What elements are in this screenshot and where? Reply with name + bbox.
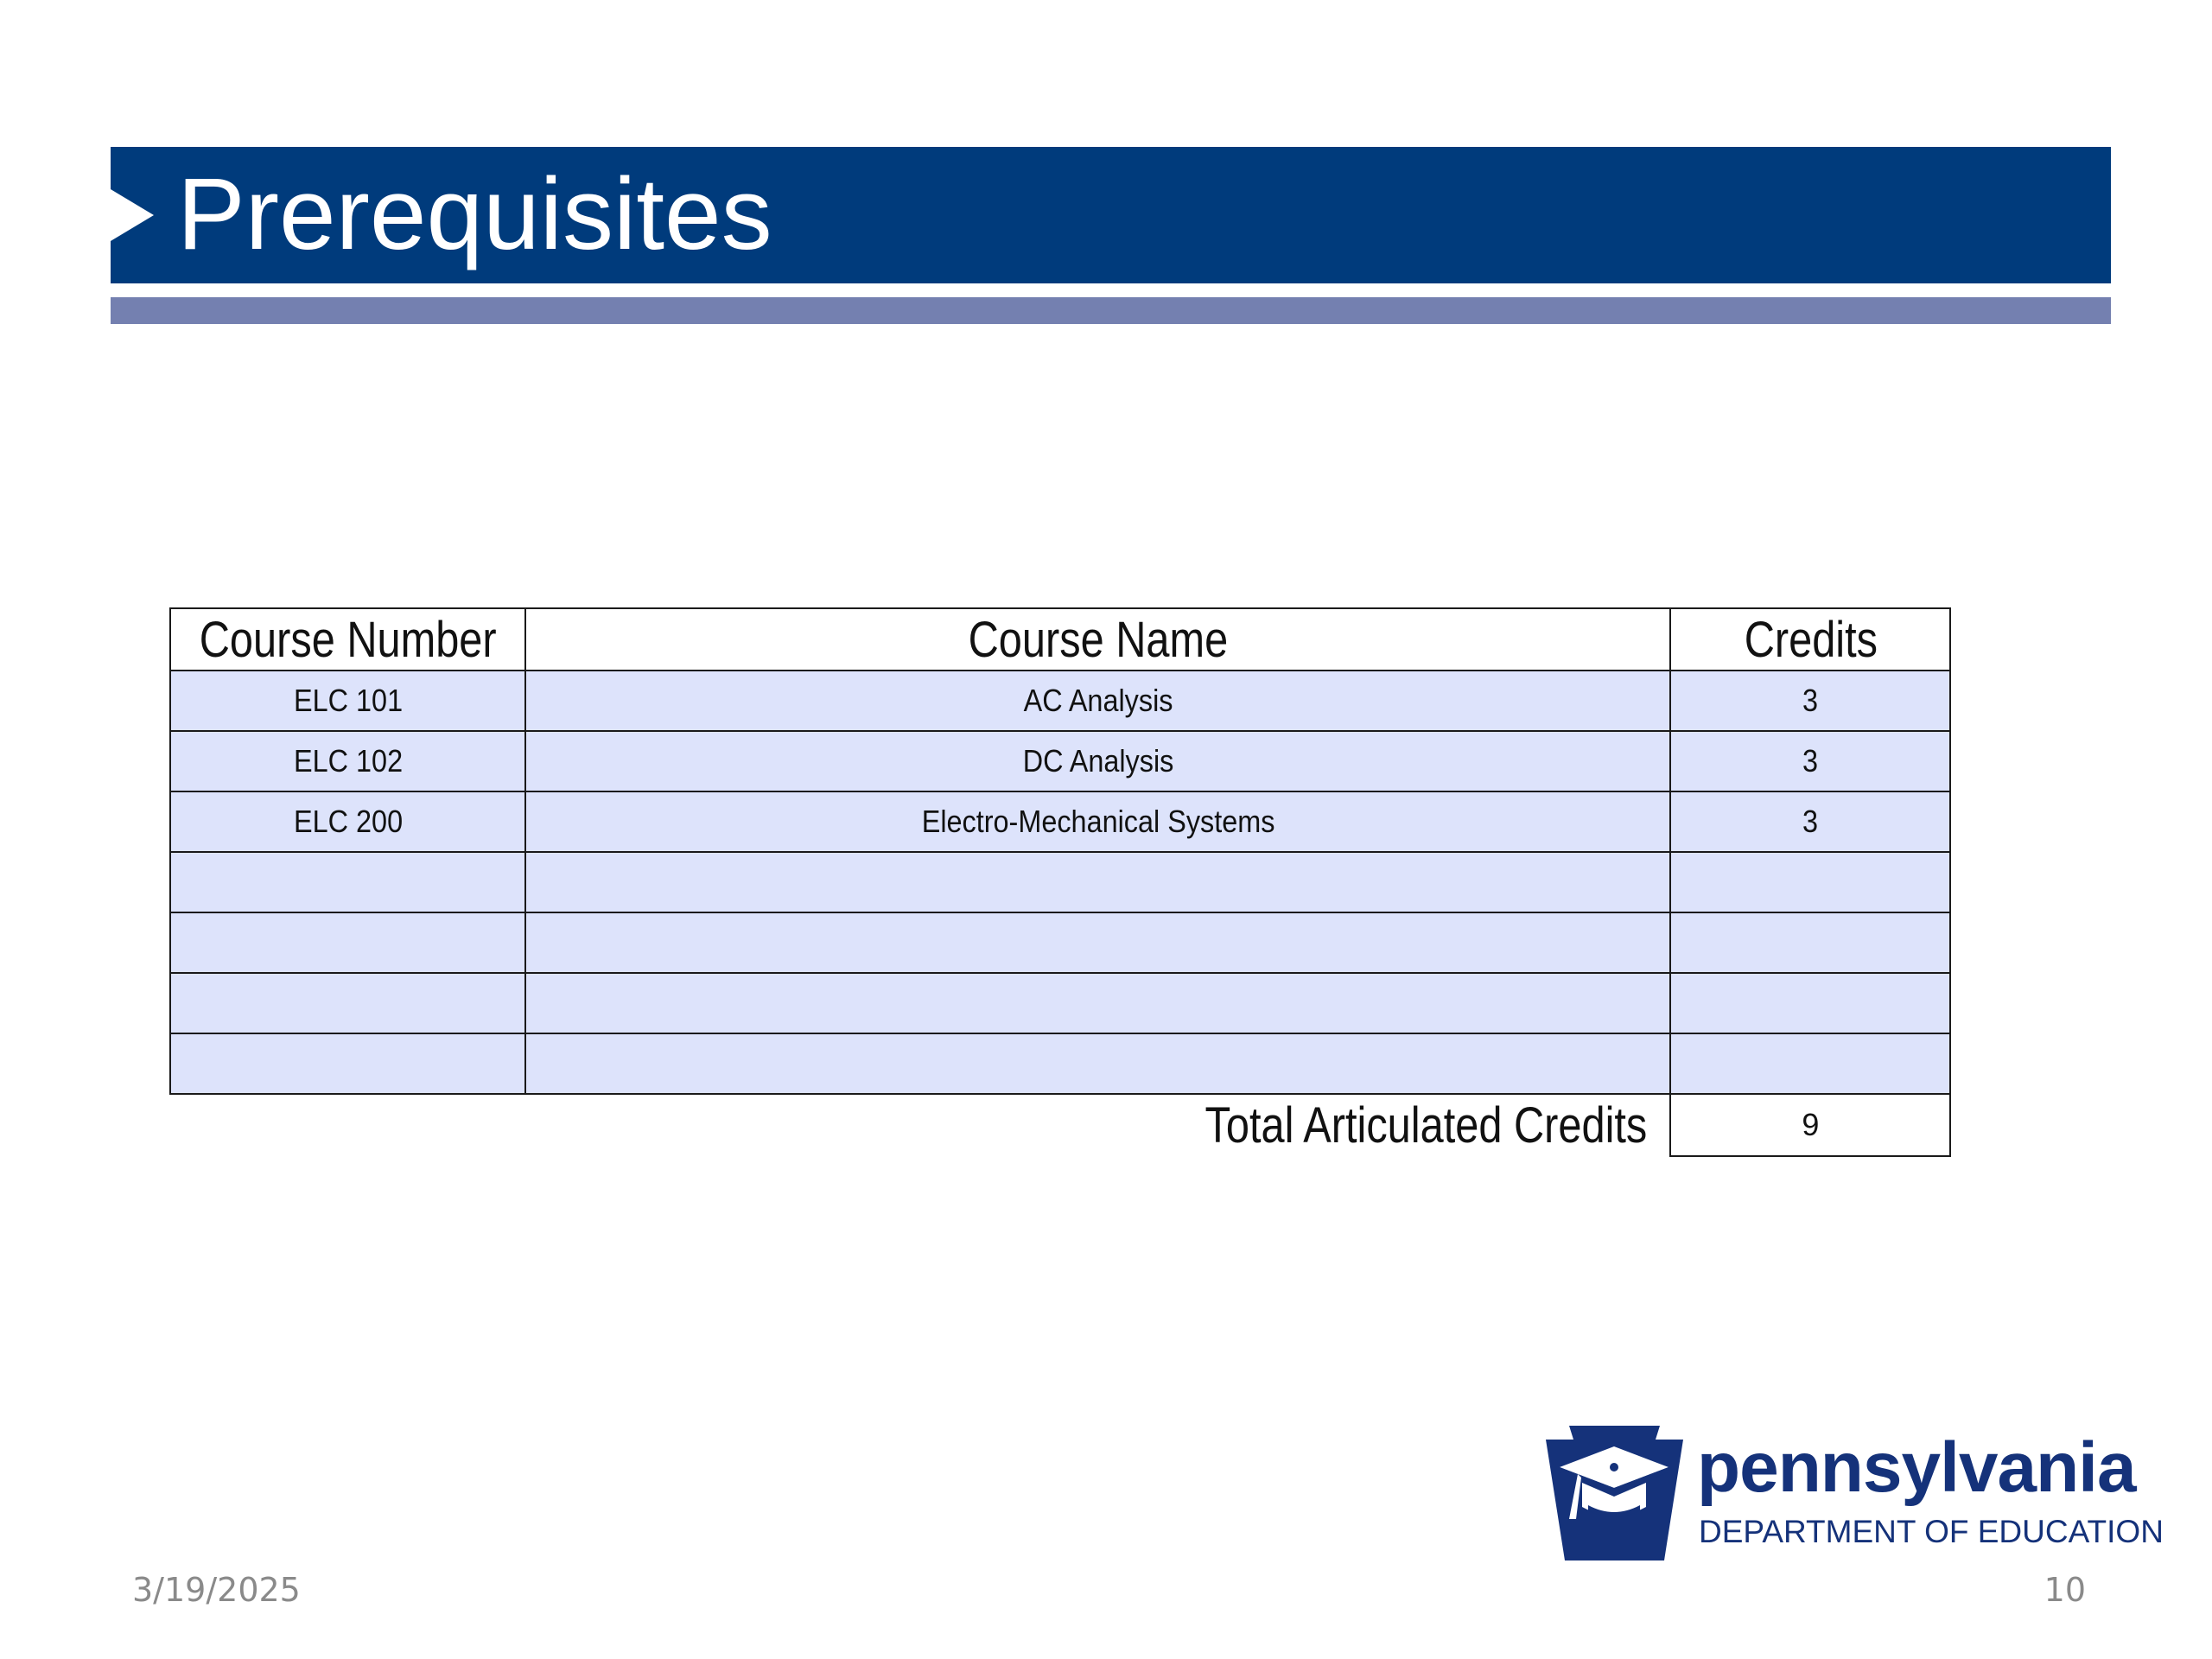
prerequisites-table: Course Number Course Name Credits ELC 10… xyxy=(168,607,1952,1157)
table-row xyxy=(168,972,1952,1034)
cell-course-name: AC Analysis xyxy=(524,670,1672,732)
cell-course-number xyxy=(168,912,527,974)
title-banner xyxy=(111,147,2111,283)
title-arrow-icon xyxy=(111,189,154,241)
accent-bar xyxy=(111,297,2111,324)
cell-course-name xyxy=(524,851,1672,913)
cell-credits xyxy=(1669,851,1952,913)
header-course-number: Course Number xyxy=(168,607,527,671)
total-row: Total Articulated Credits 9 xyxy=(170,1093,1952,1157)
total-value: 9 xyxy=(1669,1093,1952,1157)
cell-course-number xyxy=(168,972,527,1034)
table-row xyxy=(168,851,1952,913)
slide-page-number: 10 xyxy=(2044,1571,2086,1609)
pa-education-logo: pennsylvania DEPARTMENT OF EDUCATION xyxy=(1543,1422,2164,1560)
table-header-row: Course Number Course Name Credits xyxy=(168,607,1952,671)
cell-course-number: ELC 101 xyxy=(168,670,527,732)
header-course-name: Course Name xyxy=(524,607,1672,671)
logo-subtitle: DEPARTMENT OF EDUCATION xyxy=(1699,1514,2164,1549)
cell-course-number: ELC 200 xyxy=(168,791,527,853)
cell-course-name xyxy=(524,912,1672,974)
table-row: ELC 200 Electro-Mechanical Systems 3 xyxy=(168,791,1952,853)
table-row xyxy=(168,912,1952,974)
cell-credits: 3 xyxy=(1669,791,1952,853)
table-row: ELC 102 DC Analysis 3 xyxy=(168,730,1952,792)
cell-course-name: DC Analysis xyxy=(524,730,1672,792)
cell-course-name: Electro-Mechanical Systems xyxy=(524,791,1672,853)
keystone-graduation-cap-icon xyxy=(1546,1426,1683,1560)
cell-course-number xyxy=(168,851,527,913)
cell-credits xyxy=(1669,972,1952,1034)
cell-credits xyxy=(1669,912,1952,974)
cell-course-number: ELC 102 xyxy=(168,730,527,792)
cell-course-number xyxy=(168,1033,527,1095)
logo-wordmark: pennsylvania xyxy=(1697,1428,2137,1507)
cell-credits xyxy=(1669,1033,1952,1095)
header-credits: Credits xyxy=(1669,607,1952,671)
slide-date: 3/19/2025 xyxy=(132,1571,301,1609)
total-label: Total Articulated Credits xyxy=(525,1094,1671,1156)
total-blank-cell xyxy=(170,1093,526,1156)
table-row xyxy=(168,1033,1952,1095)
cell-credits: 3 xyxy=(1669,670,1952,732)
slide-title: Prerequisites xyxy=(177,157,772,271)
cell-credits: 3 xyxy=(1669,730,1952,792)
cell-course-name xyxy=(524,972,1672,1034)
cell-course-name xyxy=(524,1033,1672,1095)
table-row: ELC 101 AC Analysis 3 xyxy=(168,670,1952,732)
